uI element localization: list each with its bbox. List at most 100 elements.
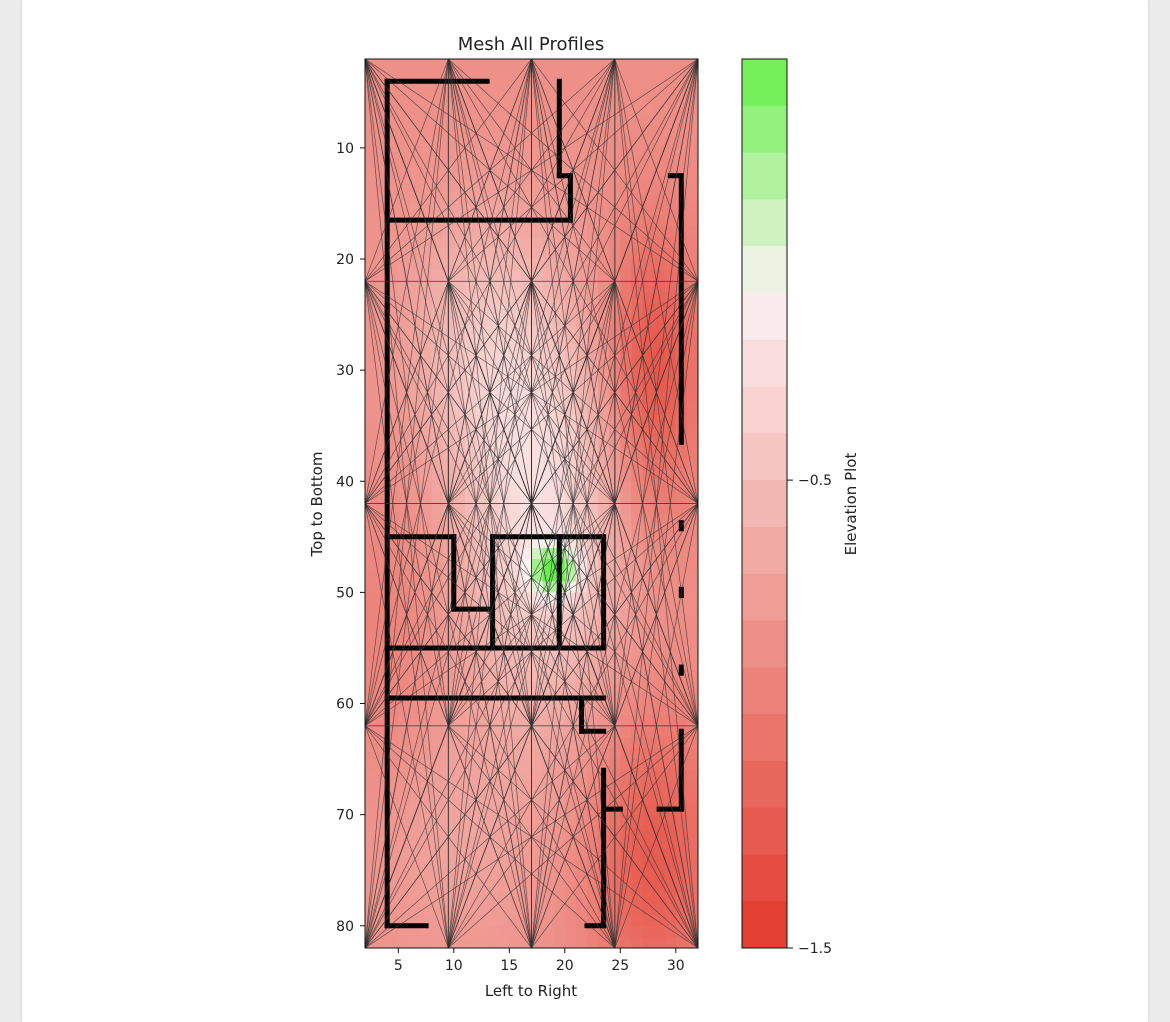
heat-cell — [420, 125, 433, 138]
heat-cell — [542, 370, 555, 382]
heat-cell — [664, 381, 677, 393]
heat-cell — [664, 147, 677, 160]
heat-cell — [598, 381, 610, 393]
heat-cell — [520, 936, 533, 948]
heat-cell — [387, 870, 399, 882]
heat-cell — [420, 181, 433, 193]
heat-cell — [365, 681, 377, 694]
heat-cell — [653, 270, 666, 282]
heat-cell — [487, 381, 499, 393]
heat-cell — [376, 825, 388, 838]
heat-cell — [520, 781, 533, 794]
mesh-edge — [365, 503, 698, 727]
mesh-edge — [365, 59, 532, 282]
heat-cell — [420, 814, 433, 827]
heat-cell — [520, 59, 533, 71]
heat-cell — [431, 136, 444, 149]
heat-cell — [398, 781, 410, 794]
heat-cell — [675, 159, 688, 171]
heat-cell — [686, 359, 698, 371]
heat-cell — [575, 292, 588, 305]
heat-cell — [642, 903, 655, 916]
heat-cell — [453, 792, 466, 805]
heat-cell — [453, 381, 466, 393]
heat-cell — [520, 436, 533, 449]
heat-cell — [653, 347, 666, 360]
heat-cell — [642, 459, 655, 471]
heat-cell — [553, 736, 566, 749]
heat-cell — [575, 759, 588, 771]
heat-cell — [642, 292, 655, 305]
heat-cell — [686, 914, 698, 927]
heat-cell — [376, 347, 388, 360]
heat-cell — [387, 903, 399, 916]
heat-cell — [464, 770, 477, 782]
heat-cell — [575, 192, 588, 205]
heat-cell — [642, 259, 655, 271]
heat-cell — [365, 70, 377, 82]
heat-cell — [564, 236, 577, 249]
heat-cell — [542, 803, 555, 816]
heat-cell — [542, 270, 555, 282]
heat-cell — [686, 592, 698, 605]
heat-cell — [376, 736, 388, 749]
heat-cell — [509, 203, 521, 216]
heat-cell — [365, 692, 377, 705]
heat-cell — [653, 670, 666, 682]
x-tick-label: 5 — [394, 958, 403, 974]
colorbar-ticks: −0.5−1.5 — [787, 473, 832, 957]
heat-cell — [575, 792, 588, 805]
heat-cell — [675, 136, 688, 149]
heat-cell — [620, 603, 632, 616]
heat-cell — [664, 781, 677, 794]
heat-cell — [675, 525, 688, 538]
heat-cell — [453, 647, 466, 660]
heat-cell — [420, 203, 433, 216]
heat-cell — [653, 892, 666, 905]
heat-cell — [420, 459, 433, 471]
heat-cell — [398, 247, 410, 260]
heat-cell — [365, 814, 377, 827]
heat-cell — [520, 425, 533, 438]
heat-cell — [664, 336, 677, 349]
heat-cell — [531, 436, 544, 449]
heat-cell — [686, 336, 698, 349]
heat-cell — [376, 303, 388, 316]
heat-cell — [420, 347, 433, 360]
heat-cell — [520, 503, 533, 516]
heat-cell — [453, 203, 466, 216]
heat-cell — [553, 703, 566, 716]
heat-cell — [365, 170, 377, 182]
heat-cell — [531, 770, 544, 782]
heat-cell — [498, 747, 510, 760]
heat-cell — [376, 681, 388, 694]
heat-cell — [664, 92, 677, 105]
heat-cell — [531, 392, 544, 405]
heat-cell — [587, 781, 599, 794]
heat-cell — [620, 703, 632, 716]
heat-cell — [575, 670, 588, 682]
heat-cell — [453, 570, 466, 582]
heat-cell — [420, 447, 433, 460]
heat-cell — [476, 859, 488, 871]
heat-cell — [498, 803, 510, 816]
heat-cell — [365, 159, 377, 171]
heat-cell — [542, 314, 555, 327]
heat-cell — [520, 114, 533, 127]
heat-cell — [598, 403, 610, 416]
heat-cell — [365, 581, 377, 593]
heat-cell — [409, 792, 422, 805]
heat-cell — [686, 847, 698, 860]
heat-cell — [509, 314, 521, 327]
colorbar-band — [742, 199, 787, 247]
heat-cell — [631, 103, 644, 116]
heat-cell — [376, 514, 388, 527]
heat-cell — [631, 714, 644, 727]
heat-cell — [642, 81, 655, 93]
heat-cell — [509, 92, 521, 105]
heat-cell — [387, 759, 399, 771]
heat-cell — [453, 70, 466, 82]
heat-cell — [409, 470, 422, 482]
heat-cell — [420, 547, 433, 560]
heat-cell — [653, 625, 666, 638]
